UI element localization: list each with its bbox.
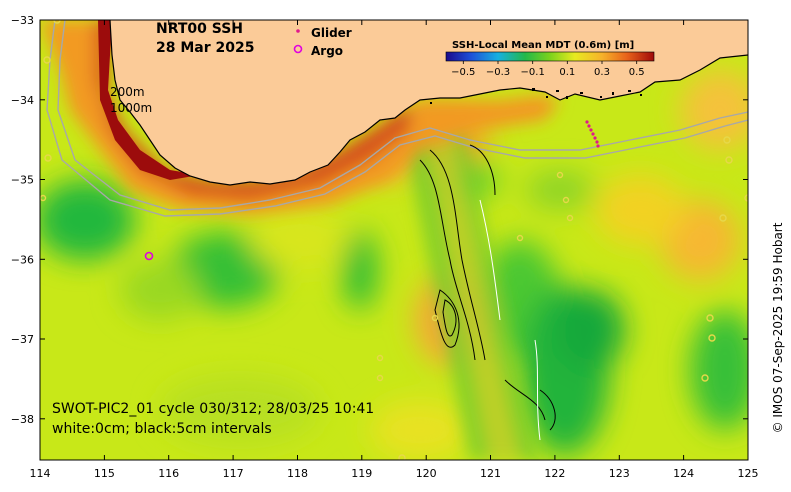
- coastal-islands: [430, 88, 642, 104]
- lat-tick-33: −33: [11, 14, 34, 27]
- swot-contours: [419, 144, 556, 431]
- colorbar-tick-neg01: −0.1: [521, 67, 545, 78]
- isobath-1000m: [46, 20, 748, 217]
- lat-tick-38: −38: [11, 413, 34, 426]
- lon-tick-114: 114: [30, 467, 51, 480]
- argo-float[interactable]: [144, 251, 154, 261]
- colorbar-tick-neg05: −0.5: [451, 67, 475, 78]
- lon-tick-120: 120: [416, 467, 437, 480]
- colorbar-gradient: [445, 51, 655, 62]
- lat-tick-34: −34: [11, 94, 34, 107]
- glider-legend-icon: [296, 29, 300, 33]
- lon-tick-117: 117: [223, 467, 244, 480]
- argo-markers-pale: [40, 20, 748, 460]
- colorbar-tick-neg03: −0.3: [486, 67, 510, 78]
- lon-tick-116: 116: [158, 467, 179, 480]
- coastal-maximum: [98, 20, 200, 180]
- argo-legend-icon: [293, 44, 303, 54]
- map-date: 28 Mar 2025: [156, 40, 254, 56]
- colorbar-tick-05: 0.5: [629, 67, 645, 78]
- lon-tick-123: 123: [609, 467, 630, 480]
- imos-credit: © IMOS 07-Sep-2025 19:59 Hobart: [771, 222, 785, 433]
- lat-tick-36: −36: [11, 253, 34, 266]
- swot-caption: SWOT-PIC2_01 cycle 030/312; 28/03/25 10:…: [52, 401, 374, 417]
- colorbar-title: SSH-Local Mean MDT (0.6m) [m]: [452, 40, 634, 51]
- isobath-label-200m: 200m: [110, 85, 145, 99]
- lon-tick-121: 121: [480, 467, 501, 480]
- lat-tick-37: −37: [11, 333, 34, 346]
- isobath-200m: [57, 20, 748, 211]
- lon-tick-124: 124: [673, 467, 694, 480]
- lon-tick-118: 118: [287, 467, 308, 480]
- longitude-axis: 114 115 116 117 118 119 120 121 122 123 …: [30, 20, 759, 480]
- marker-legend: Glider Argo: [293, 26, 352, 58]
- colorbar-tick-03: 0.3: [594, 67, 610, 78]
- isobath-label-1000m: 1000m: [110, 101, 152, 115]
- contour-caption: white:0cm; black:5cm intervals: [52, 421, 272, 437]
- plot-frame: [39, 19, 749, 461]
- colorbar: SSH-Local Mean MDT (0.6m) [m] −0.5 −0.3 …: [445, 40, 655, 78]
- map-product-title: NRT00 SSH: [156, 21, 243, 37]
- lat-tick-35: −35: [11, 174, 34, 187]
- lon-tick-115: 115: [94, 467, 115, 480]
- lon-tick-119: 119: [351, 467, 372, 480]
- swot-swath: [400, 118, 540, 460]
- lon-tick-125: 125: [738, 467, 759, 480]
- lon-tick-122: 122: [544, 467, 565, 480]
- ssh-field: [40, 20, 748, 460]
- glider-legend-label: Glider: [311, 26, 352, 40]
- swot-zero-contours: [479, 199, 541, 441]
- argo-legend-label: Argo: [311, 44, 343, 58]
- latitude-axis: −33 −34 −35 −36 −37 −38: [11, 14, 748, 426]
- glider-track: [585, 120, 600, 148]
- coastline: [109, 20, 748, 186]
- colorbar-tick-01: 0.1: [559, 67, 575, 78]
